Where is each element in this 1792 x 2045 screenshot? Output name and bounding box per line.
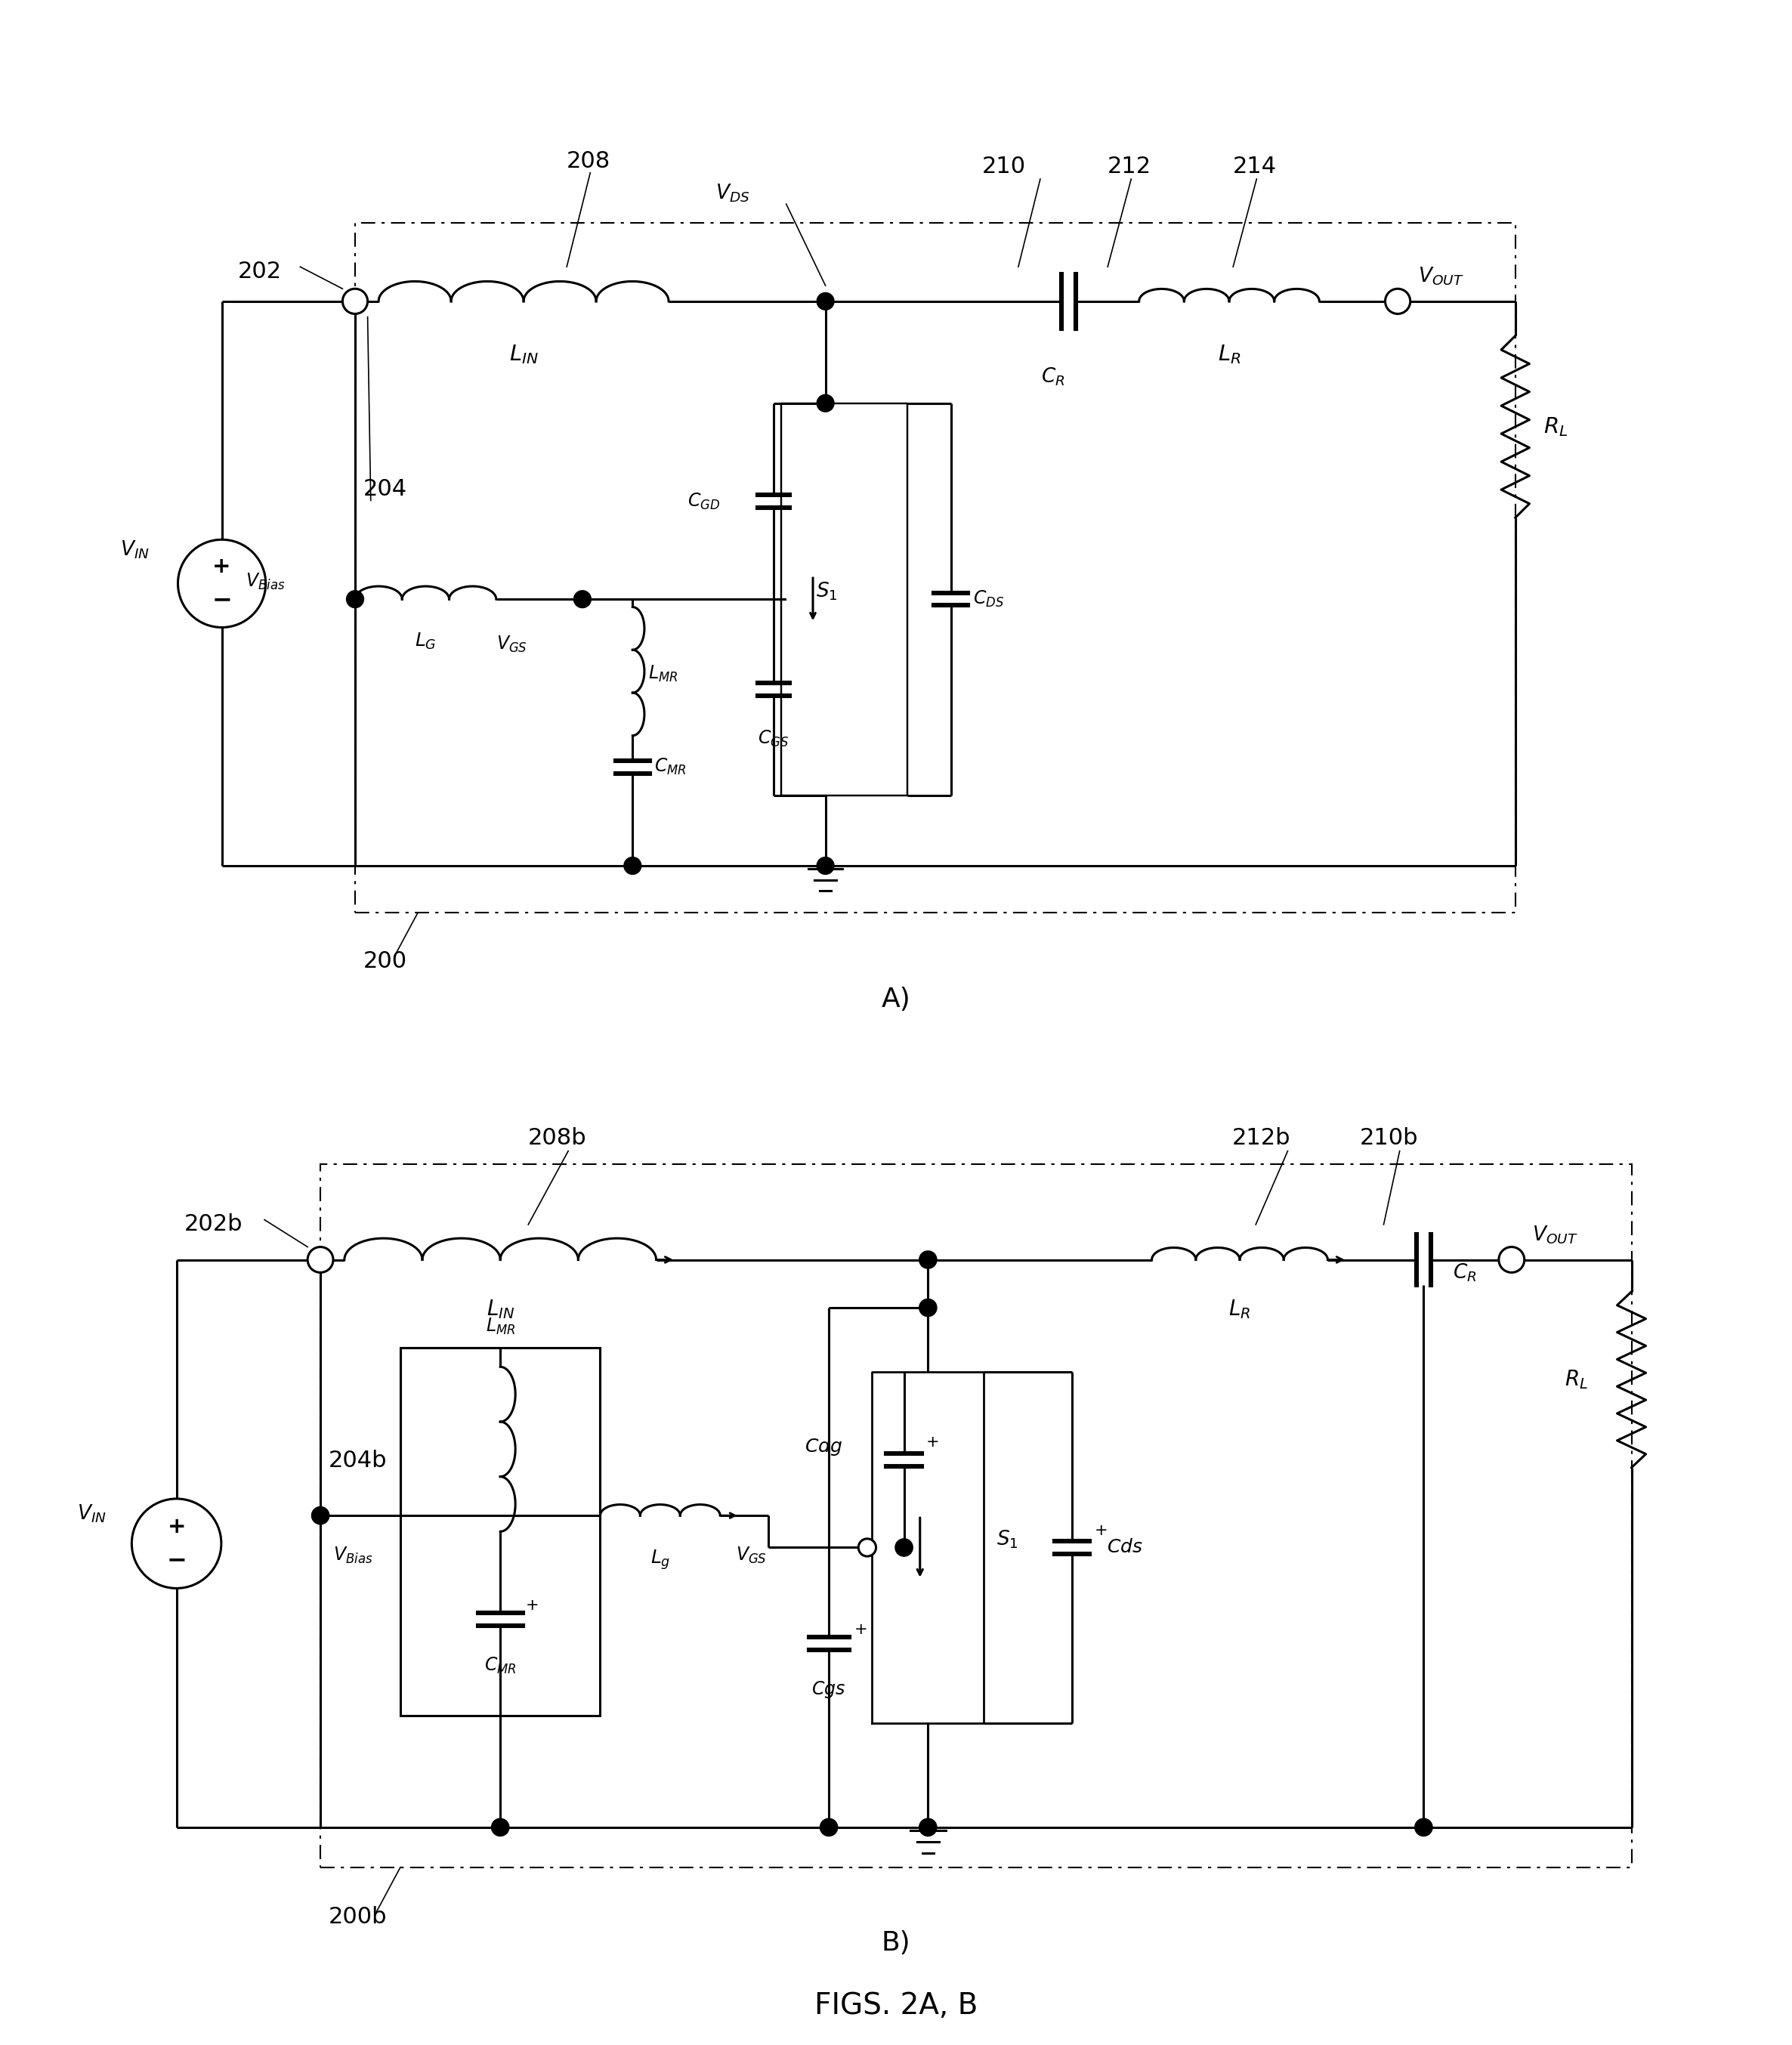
Text: 204: 204	[364, 479, 407, 501]
Text: $C_{GD}$: $C_{GD}$	[688, 491, 720, 511]
Text: 202b: 202b	[185, 1213, 244, 1235]
Circle shape	[342, 288, 367, 313]
Text: $Cgs$: $Cgs$	[812, 1679, 846, 1699]
Text: 210: 210	[982, 155, 1027, 178]
Text: 214: 214	[1233, 155, 1278, 178]
Text: +: +	[213, 556, 231, 577]
Bar	[321, 1164, 1631, 1867]
Circle shape	[1498, 1247, 1525, 1272]
Text: $L_R$: $L_R$	[1219, 344, 1240, 366]
Text: +: +	[525, 1597, 539, 1614]
Bar	[400, 1348, 600, 1716]
Circle shape	[624, 857, 642, 875]
Text: $L_R$: $L_R$	[1229, 1299, 1251, 1321]
Circle shape	[817, 292, 833, 311]
Text: 202: 202	[238, 260, 281, 282]
Text: FIGS. 2A, B: FIGS. 2A, B	[814, 1992, 978, 2020]
Text: $L_{MR}$: $L_{MR}$	[486, 1317, 514, 1335]
Text: $L_g$: $L_g$	[650, 1548, 670, 1571]
Text: $C_R$: $C_R$	[1041, 366, 1064, 389]
Text: $R_L$: $R_L$	[1564, 1368, 1588, 1391]
Text: $V_{OUT}$: $V_{OUT}$	[1532, 1223, 1579, 1245]
Circle shape	[817, 395, 833, 411]
Text: $C_{MR}$: $C_{MR}$	[484, 1656, 516, 1675]
Text: 208: 208	[566, 151, 611, 172]
Text: 204b: 204b	[328, 1450, 387, 1470]
Text: $L_{MR}$: $L_{MR}$	[649, 665, 677, 683]
Text: $L_{IN}$: $L_{IN}$	[509, 344, 538, 366]
Text: B): B)	[882, 1930, 910, 1955]
Text: 208b: 208b	[529, 1127, 588, 1149]
Circle shape	[919, 1252, 937, 1268]
Text: $V_{GS}$: $V_{GS}$	[496, 634, 527, 654]
Circle shape	[312, 1507, 330, 1524]
Text: $C_{MR}$: $C_{MR}$	[654, 757, 686, 777]
Circle shape	[573, 591, 591, 607]
Circle shape	[1416, 1818, 1432, 1836]
Text: $V_{Bias}$: $V_{Bias}$	[333, 1546, 373, 1564]
Text: $V_{Bias}$: $V_{Bias}$	[246, 571, 285, 591]
Text: $R_L$: $R_L$	[1543, 415, 1568, 438]
Text: +: +	[167, 1515, 186, 1538]
Text: +: +	[855, 1622, 867, 1636]
Text: 200: 200	[364, 951, 407, 971]
Text: 212: 212	[1107, 155, 1152, 178]
Text: +: +	[1095, 1524, 1107, 1538]
Text: $S_1$: $S_1$	[996, 1530, 1018, 1550]
Text: A): A)	[882, 986, 910, 1012]
Text: −: −	[167, 1548, 186, 1573]
Circle shape	[896, 1538, 912, 1556]
Text: 210b: 210b	[1360, 1127, 1417, 1149]
Circle shape	[491, 1818, 509, 1836]
Text: $C_{GS}$: $C_{GS}$	[758, 730, 788, 748]
Text: $V_{IN}$: $V_{IN}$	[120, 538, 149, 560]
Text: $Cds$: $Cds$	[1107, 1538, 1143, 1556]
Text: $V_{IN}$: $V_{IN}$	[77, 1503, 108, 1524]
Text: $Cdg$: $Cdg$	[805, 1436, 842, 1458]
Text: $C_R$: $C_R$	[1452, 1262, 1477, 1284]
Text: $V_{GS}$: $V_{GS}$	[737, 1546, 767, 1564]
Circle shape	[346, 591, 364, 607]
Text: $L_{IN}$: $L_{IN}$	[486, 1299, 514, 1321]
Circle shape	[821, 1818, 837, 1836]
Circle shape	[919, 1299, 937, 1317]
Circle shape	[308, 1247, 333, 1272]
Bar	[355, 223, 1516, 912]
Text: $V_{OUT}$: $V_{OUT}$	[1417, 266, 1464, 288]
Text: $C_{DS}$: $C_{DS}$	[973, 589, 1004, 609]
Circle shape	[919, 1818, 937, 1836]
Text: $V_{DS}$: $V_{DS}$	[715, 182, 751, 205]
Text: +: +	[926, 1436, 939, 1450]
Circle shape	[817, 857, 833, 875]
Text: 212b: 212b	[1231, 1127, 1290, 1149]
Text: $S_1$: $S_1$	[815, 581, 837, 601]
Text: 200b: 200b	[328, 1906, 387, 1928]
Text: −: −	[211, 589, 231, 611]
Text: $L_G$: $L_G$	[414, 632, 437, 650]
Circle shape	[1385, 288, 1410, 313]
Circle shape	[858, 1538, 876, 1556]
